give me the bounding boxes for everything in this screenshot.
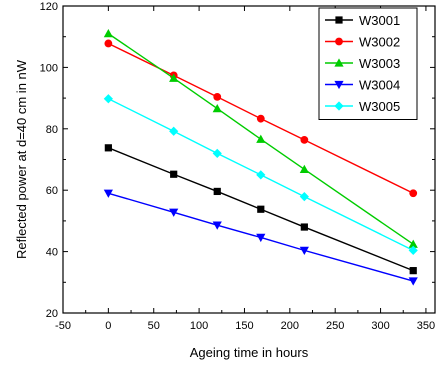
- data-point: [169, 126, 179, 136]
- series-line: [107, 33, 414, 245]
- series-line: [108, 147, 414, 272]
- legend-item: W3005: [325, 99, 400, 114]
- x-tick-label: 250: [326, 320, 344, 332]
- y-tick-label: 100: [40, 62, 58, 74]
- data-point: [213, 187, 221, 196]
- x-tick-label: -50: [55, 320, 71, 332]
- legend-item: W3004: [325, 78, 400, 93]
- data-point: [213, 92, 222, 101]
- legend-label: W3005: [359, 99, 400, 114]
- legend-item: W3002: [325, 35, 400, 50]
- legend-box: [318, 7, 418, 120]
- legend-label: W3002: [359, 35, 400, 50]
- y-axis: 20 40 60 80 100 120: [40, 1, 435, 320]
- legend-label: W3003: [359, 56, 400, 71]
- x-axis-title: Ageing time in hours: [190, 345, 309, 360]
- data-point: [299, 192, 309, 202]
- legend-label: W3001: [359, 13, 400, 28]
- legend-item: W3001: [325, 13, 400, 28]
- data-point: [104, 144, 112, 152]
- series-W3001: [104, 144, 417, 275]
- data-point: [103, 94, 113, 104]
- legend: W3001 W3002 W3003 W3004 W3005: [318, 7, 418, 120]
- legend-label: W3004: [359, 78, 400, 93]
- legend-item: W3003: [325, 56, 400, 71]
- data-point: [103, 189, 113, 198]
- series-layer: [103, 29, 418, 286]
- legend-marker: [334, 101, 344, 111]
- y-tick-label: 20: [46, 308, 58, 320]
- y-tick-label: 40: [46, 247, 58, 259]
- data-point: [212, 221, 222, 230]
- data-point: [409, 267, 417, 275]
- data-point: [257, 205, 265, 213]
- data-point: [299, 246, 309, 255]
- x-tick-label: 50: [148, 320, 160, 332]
- data-point: [256, 233, 266, 243]
- data-point: [408, 277, 418, 286]
- x-tick-label: 350: [417, 320, 435, 332]
- series-W3004: [103, 189, 418, 286]
- legend-marker: [334, 58, 344, 67]
- data-point: [103, 29, 113, 38]
- data-point: [170, 170, 178, 178]
- x-axis: -50 0 50 100 150 200 250 300 350: [55, 6, 435, 332]
- y-tick-label: 80: [46, 124, 58, 136]
- series-W3005: [103, 94, 418, 255]
- data-point: [169, 73, 179, 82]
- data-point: [256, 134, 266, 143]
- data-point: [300, 135, 309, 144]
- x-tick-label: 200: [281, 320, 299, 332]
- data-point: [256, 114, 265, 123]
- data-point: [169, 208, 179, 217]
- data-point: [256, 170, 266, 180]
- data-point: [300, 223, 308, 231]
- legend-marker: [334, 80, 344, 90]
- x-tick-label: 150: [235, 320, 253, 332]
- data-point: [409, 189, 418, 198]
- y-tick-label: 60: [46, 185, 58, 197]
- data-point: [299, 164, 309, 174]
- x-tick-label: 0: [105, 320, 111, 332]
- x-tick-label: 100: [190, 320, 208, 332]
- y-tick-label: 120: [40, 1, 58, 13]
- data-point: [212, 103, 222, 113]
- series-line: [108, 98, 414, 251]
- data-point: [408, 245, 418, 255]
- series-W3003: [103, 29, 418, 248]
- data-point: [212, 148, 222, 158]
- data-point: [104, 39, 113, 48]
- data-point: [408, 239, 418, 248]
- legend-marker: [335, 37, 343, 46]
- x-tick-label: 300: [371, 320, 389, 332]
- y-axis-title: Reflected power at d=40 cm in nW: [14, 59, 29, 259]
- legend-marker: [335, 16, 343, 24]
- series-line: [108, 192, 414, 282]
